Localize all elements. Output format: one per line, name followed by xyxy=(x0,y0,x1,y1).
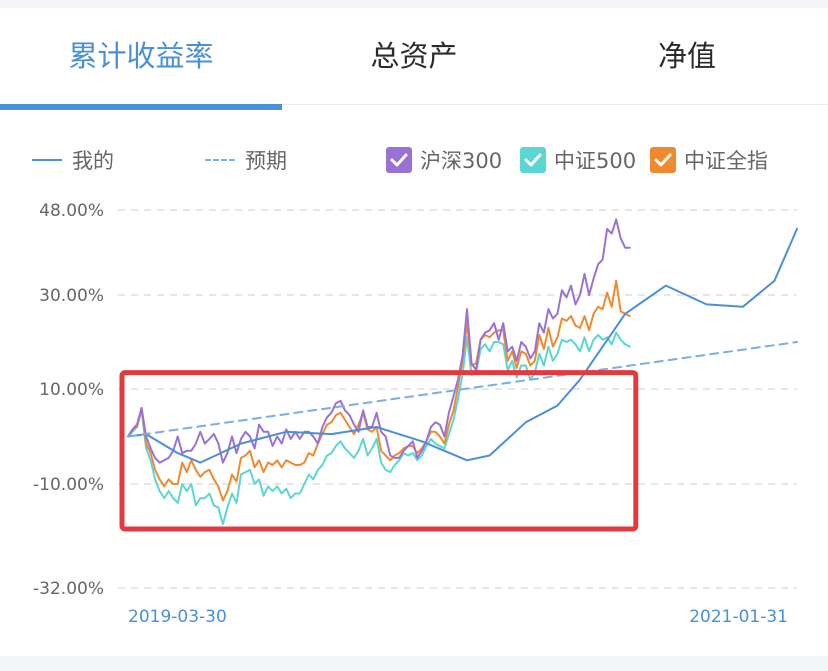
y-tick-label: 30.00% xyxy=(39,286,104,306)
y-tick-label: -10.00% xyxy=(33,475,104,495)
x-axis-labels: 2019-03-30 2021-01-31 xyxy=(128,607,788,627)
top-strip xyxy=(0,0,828,8)
legend-zzqz-label: 中证全指 xyxy=(684,149,768,173)
series-hs300-line xyxy=(127,218,631,464)
series-mine-line xyxy=(127,227,798,464)
y-axis-labels: 48.00% 30.00% 10.00% -10.00% -32.00% xyxy=(33,201,104,599)
hs300-checkbox-icon[interactable] xyxy=(386,147,412,173)
legend-solid-line-icon xyxy=(32,159,62,161)
tab-net-value[interactable]: 净值 xyxy=(657,39,716,73)
tab-total-assets[interactable]: 总资产 xyxy=(370,39,458,73)
highlight-box xyxy=(119,370,639,532)
x-tick-label: 2019-03-30 xyxy=(128,607,227,627)
legend-hs300[interactable]: 沪深300 xyxy=(386,142,502,178)
x-tick-label: 2021-01-31 xyxy=(689,607,788,627)
zz500-checkbox-icon[interactable] xyxy=(520,147,546,173)
series-expected-line xyxy=(127,341,798,438)
return-chart-svg: 48.00% 30.00% 10.00% -10.00% -32.00% 2019-03… xyxy=(33,201,798,627)
tab-bar: 累计收益率 总资产 净值 xyxy=(0,8,828,110)
active-tab-indicator xyxy=(0,104,282,110)
series-layer xyxy=(127,218,798,526)
zzqz-checkbox-icon[interactable] xyxy=(650,147,676,173)
legend-mine: 我的 xyxy=(32,142,114,178)
series-zzqz-line xyxy=(127,279,631,502)
legend-zzqz[interactable]: 中证全指 xyxy=(650,142,768,178)
series-zz500-line xyxy=(127,331,631,526)
legend-expected-label: 预期 xyxy=(245,149,287,173)
y-tick-label: 10.00% xyxy=(39,380,104,400)
legend-zz500-label: 中证500 xyxy=(554,149,637,173)
legend-dashed-line-icon xyxy=(205,159,235,161)
y-tick-label: -32.00% xyxy=(33,579,104,599)
tab-cumulative-return[interactable]: 累计收益率 xyxy=(68,39,214,73)
bottom-strip xyxy=(0,656,828,671)
y-tick-label: 48.00% xyxy=(39,201,104,221)
legend-hs300-label: 沪深300 xyxy=(420,149,503,173)
return-chart: 48.00% 30.00% 10.00% -10.00% -32.00% 2019-03… xyxy=(0,180,828,656)
legend-expected: 预期 xyxy=(205,142,287,178)
legend-mine-label: 我的 xyxy=(72,149,114,173)
legend-zz500[interactable]: 中证500 xyxy=(520,142,636,178)
